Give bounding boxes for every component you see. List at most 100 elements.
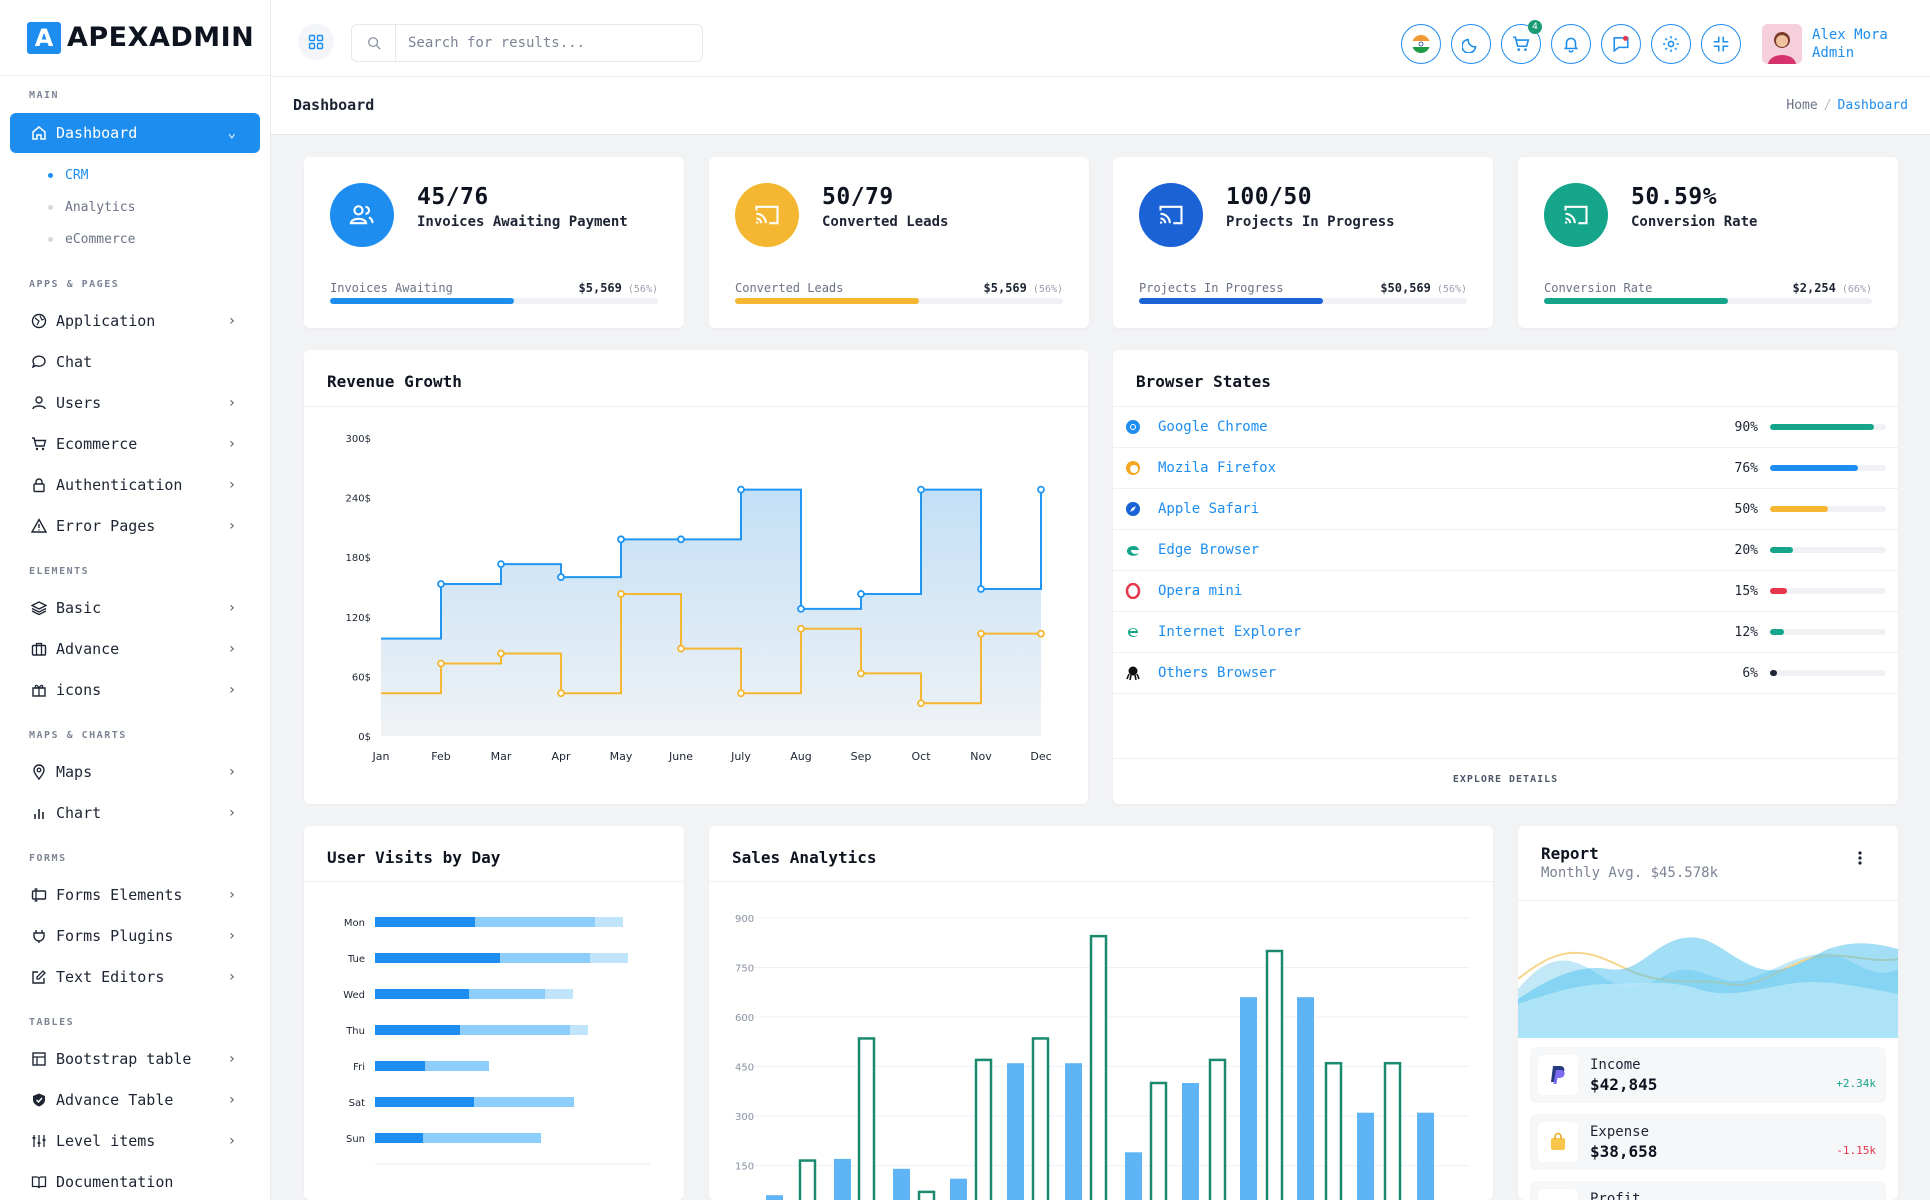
explore-details-link[interactable]: EXPLORE DETAILS — [1452, 774, 1559, 785]
bar[interactable] — [570, 1025, 588, 1035]
sidebar-item-maps[interactable]: Maps › — [0, 751, 270, 792]
data-point[interactable] — [497, 560, 505, 569]
bar[interactable] — [1031, 1037, 1050, 1200]
data-point[interactable] — [677, 644, 685, 653]
breadcrumb-home[interactable]: Home — [1786, 98, 1818, 113]
bar[interactable] — [1265, 949, 1284, 1200]
cart-button[interactable]: 4 — [1501, 20, 1542, 64]
bar[interactable] — [590, 953, 628, 963]
bar[interactable] — [375, 989, 469, 999]
data-point[interactable] — [857, 590, 865, 598]
data-point[interactable] — [917, 699, 925, 708]
fullscreen-button[interactable] — [1701, 24, 1741, 64]
browser-row[interactable]: Mozila Firefox 76% — [1113, 448, 1898, 489]
bar[interactable] — [375, 1097, 474, 1107]
bar[interactable] — [974, 1058, 993, 1200]
sidebar-item-application[interactable]: Application › — [0, 300, 270, 341]
sidebar-item-users[interactable]: Users › — [0, 382, 270, 423]
sidebar-item-icons[interactable]: icons › — [0, 669, 270, 710]
user-profile[interactable]: Alex Mora Admin — [1812, 26, 1888, 62]
data-point[interactable] — [917, 485, 925, 494]
report-item-expense[interactable]: Expense $38,658 -1.15k — [1530, 1114, 1886, 1170]
data-point[interactable] — [677, 535, 685, 544]
sidebar-item-bootstrap-table[interactable]: Bootstrap table › — [0, 1038, 270, 1079]
bar[interactable] — [425, 1061, 489, 1071]
bar[interactable] — [375, 1061, 425, 1071]
data-point[interactable] — [617, 535, 625, 544]
browser-row[interactable]: Others Browser 6% — [1113, 653, 1898, 694]
browser-row[interactable]: Apple Safari 50% — [1113, 489, 1898, 530]
sidebar-item-advance[interactable]: Advance › — [0, 628, 270, 669]
bar[interactable] — [834, 1158, 851, 1200]
language-button[interactable] — [1401, 24, 1441, 64]
data-point[interactable] — [737, 485, 745, 494]
bar[interactable] — [595, 917, 623, 927]
bar[interactable] — [375, 917, 475, 927]
messages-button[interactable] — [1601, 24, 1641, 64]
browser-row[interactable]: Opera mini 15% — [1113, 571, 1898, 612]
bar[interactable] — [1089, 934, 1108, 1200]
bar[interactable] — [917, 1190, 936, 1200]
data-point[interactable] — [977, 585, 985, 593]
sidebar-item-text-editors[interactable]: Text Editors › — [0, 956, 270, 997]
sidebar-item-ecommerce[interactable]: Ecommerce › — [0, 423, 270, 464]
bar[interactable] — [766, 1195, 783, 1200]
bar[interactable] — [1240, 997, 1257, 1200]
sidebar-item-authentication[interactable]: Authentication › — [0, 464, 270, 505]
sidebar-item-forms-elements[interactable]: Forms Elements › — [0, 874, 270, 915]
data-point[interactable] — [437, 580, 445, 588]
bar[interactable] — [1208, 1058, 1227, 1200]
data-point[interactable] — [1037, 629, 1045, 638]
browser-row[interactable]: Internet Explorer 12% — [1113, 612, 1898, 653]
report-item-profit[interactable]: Profit — [1530, 1181, 1886, 1200]
data-point[interactable] — [557, 689, 565, 698]
bar[interactable] — [1324, 1061, 1343, 1200]
bar[interactable] — [1007, 1063, 1024, 1200]
more-options-button[interactable] — [1858, 850, 1862, 869]
bar[interactable] — [1149, 1081, 1168, 1200]
bar[interactable] — [474, 1097, 574, 1107]
bar[interactable] — [1125, 1152, 1142, 1200]
sidebar-subitem-crm[interactable]: CRM — [0, 159, 270, 191]
bar[interactable] — [375, 953, 500, 963]
bar[interactable] — [545, 989, 573, 999]
bar[interactable] — [857, 1037, 876, 1200]
data-point[interactable] — [437, 659, 445, 668]
data-point[interactable] — [617, 590, 625, 598]
sidebar-item-chat[interactable]: Chat — [0, 341, 270, 382]
data-point[interactable] — [797, 604, 805, 613]
bar[interactable] — [1357, 1112, 1374, 1200]
bar[interactable] — [1417, 1112, 1434, 1200]
sidebar-item-error-pages[interactable]: Error Pages › — [0, 505, 270, 546]
search-input[interactable]: Search for results... — [351, 24, 703, 62]
sidebar-item-forms-plugins[interactable]: Forms Plugins › — [0, 915, 270, 956]
settings-button[interactable] — [1651, 24, 1691, 64]
bar[interactable] — [950, 1178, 967, 1200]
notifications-button[interactable] — [1551, 24, 1591, 64]
bar[interactable] — [469, 989, 545, 999]
bar[interactable] — [1297, 997, 1314, 1200]
bar[interactable] — [375, 1025, 460, 1035]
bar[interactable] — [1182, 1083, 1199, 1200]
sidebar-item-chart[interactable]: Chart › — [0, 792, 270, 833]
data-point[interactable] — [557, 573, 565, 581]
theme-toggle-button[interactable] — [1451, 24, 1491, 64]
sidebar-subitem-analytics[interactable]: Analytics — [0, 191, 270, 223]
sidebar-subitem-ecommerce[interactable]: eCommerce — [0, 223, 270, 255]
sidebar-item-advance-table[interactable]: Advance Table › — [0, 1079, 270, 1120]
bar[interactable] — [460, 1025, 570, 1035]
sidebar-item-documentation[interactable]: Documentation — [0, 1161, 270, 1200]
data-point[interactable] — [797, 624, 805, 633]
bar[interactable] — [475, 917, 595, 927]
data-point[interactable] — [737, 689, 745, 698]
browser-row[interactable]: Google Chrome 90% — [1113, 407, 1898, 448]
sidebar-item-dashboard[interactable]: Dashboard ⌄ — [10, 113, 260, 153]
bar[interactable] — [1065, 1063, 1082, 1200]
report-item-income[interactable]: Income $42,845 +2.34k — [1530, 1047, 1886, 1103]
bar[interactable] — [375, 1133, 423, 1143]
apps-grid-button[interactable] — [298, 24, 334, 60]
sidebar-item-level-items[interactable]: Level items › — [0, 1120, 270, 1161]
data-point[interactable] — [857, 669, 865, 678]
sidebar-item-basic[interactable]: Basic › — [0, 587, 270, 628]
browser-row[interactable]: Edge Browser 20% — [1113, 530, 1898, 571]
